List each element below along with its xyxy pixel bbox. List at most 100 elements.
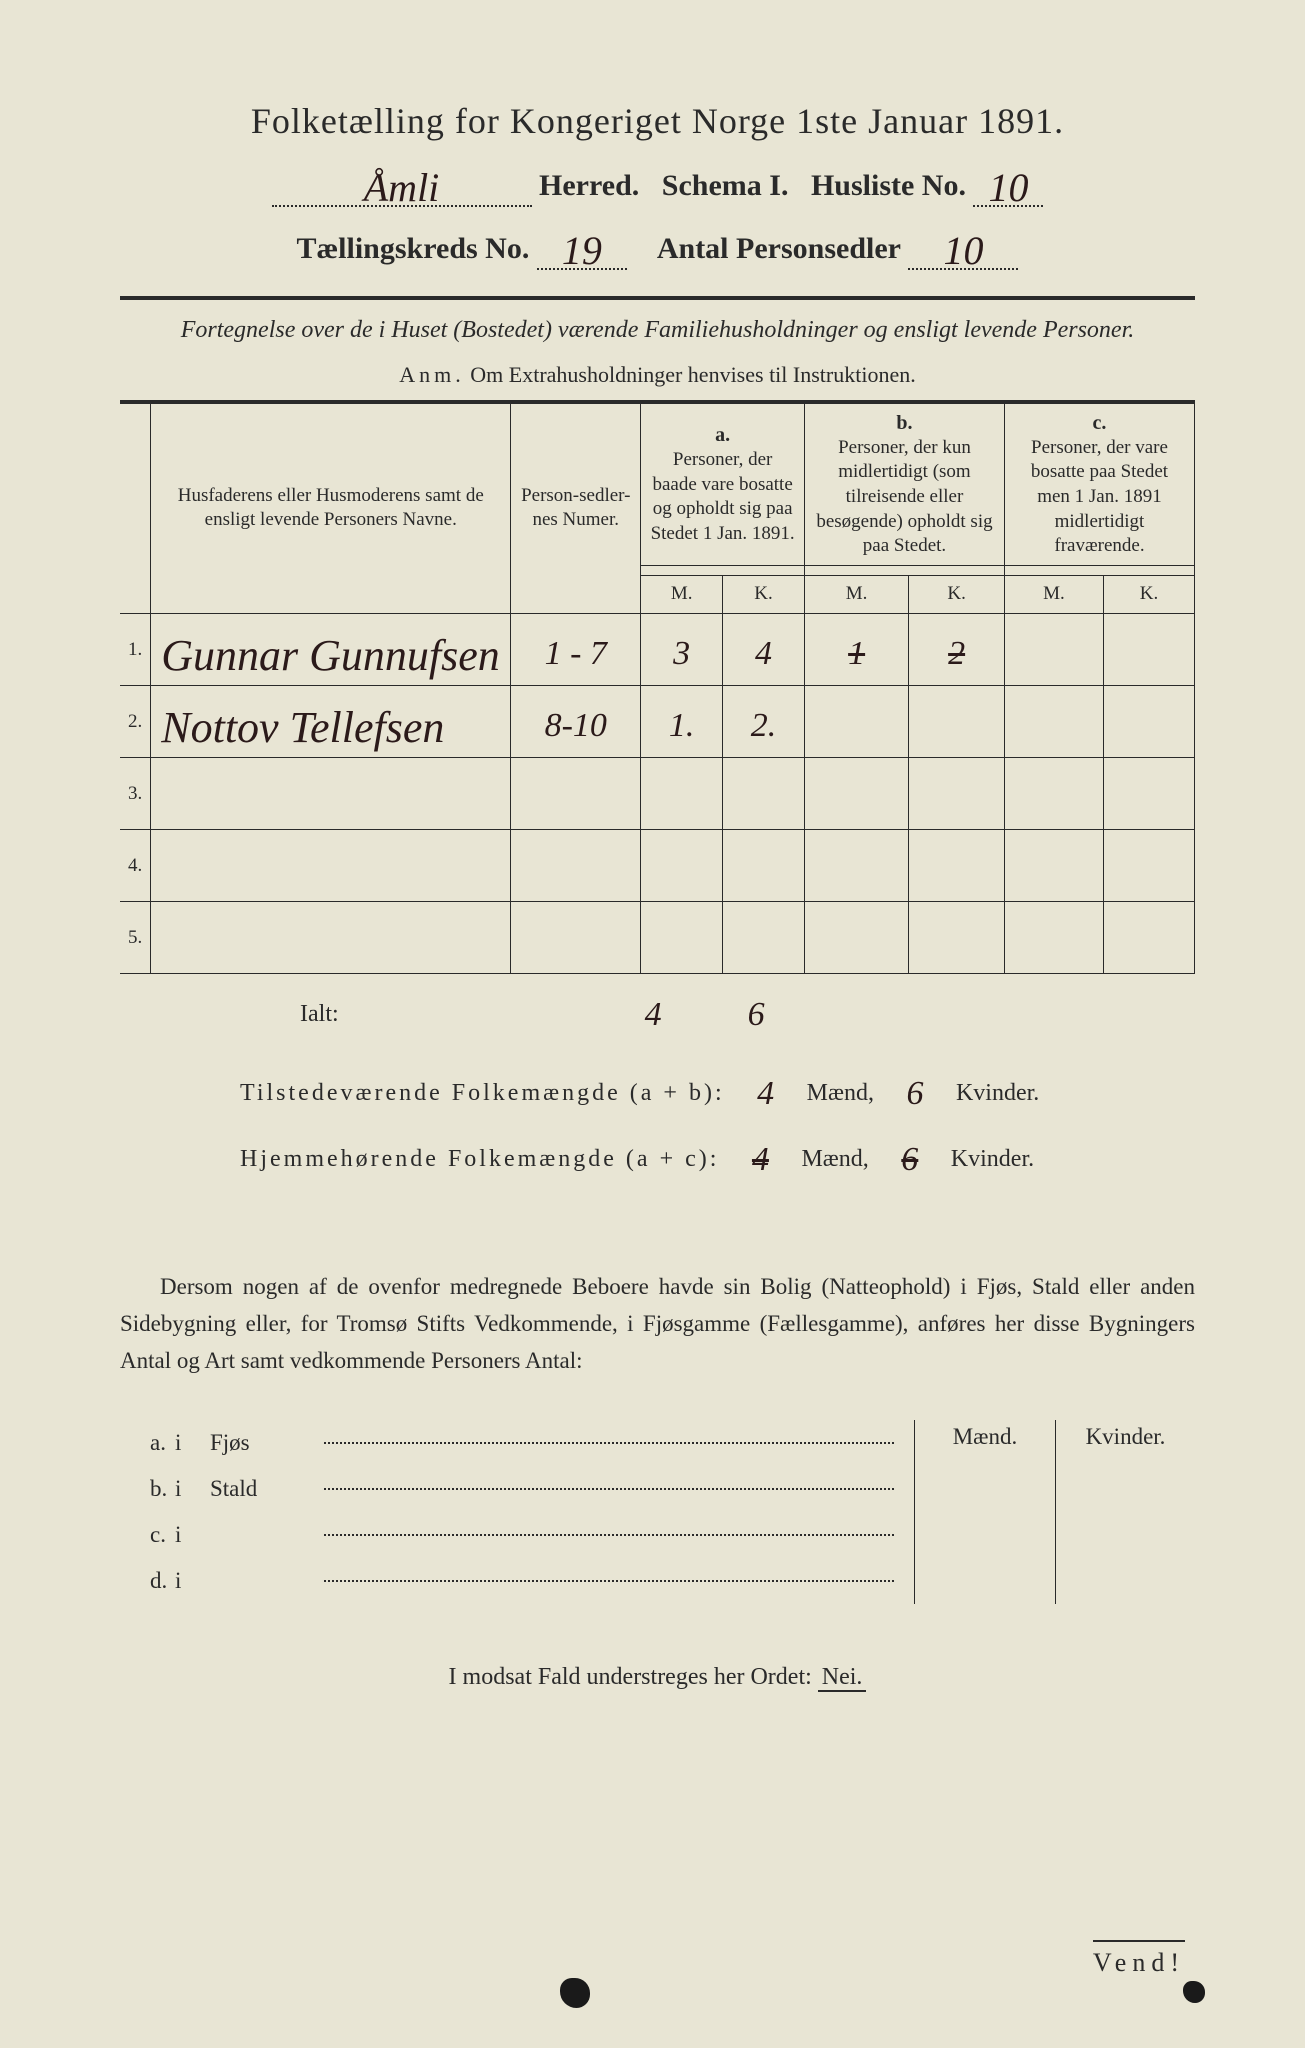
table-row: 1.Gunnar Gunnufsen1 - 73412 (120, 614, 1195, 686)
nei-line: I modsat Fald understreges her Ordet: Ne… (120, 1664, 1195, 1691)
a-m: M. (641, 576, 723, 614)
side-building-row: b.iStald (120, 1466, 894, 1512)
name-cell (151, 758, 511, 830)
antal-value: 10 (943, 228, 983, 273)
table-header-row-1: Husfaderens eller Husmoderens samt de en… (120, 402, 1195, 566)
form-header: Folketælling for Kongeriget Norge 1ste J… (120, 100, 1195, 270)
anm-note: Anm. Om Extrahusholdninger henvises til … (120, 362, 1195, 388)
herred-label: Herred. (539, 169, 639, 202)
personsedler-num: 1 - 7 (511, 614, 641, 686)
nei-text: I modsat Fald understreges her Ordet: (449, 1664, 812, 1690)
c-m-cell (1004, 830, 1103, 902)
side-building-row: d.i (120, 1558, 894, 1604)
col-c-header: c. Personer, der vare bosatte paa Stedet… (1004, 402, 1194, 566)
vend-label: Vend! (1093, 1940, 1185, 1978)
row-number: 5. (120, 902, 151, 974)
ialt-am: 4 (645, 996, 662, 1033)
kreds-label: Tællingskreds No. (297, 232, 530, 265)
page-title: Folketælling for Kongeriget Norge 1ste J… (120, 100, 1195, 142)
name-cell (151, 902, 511, 974)
sb-dots (324, 1488, 894, 1490)
sb-dots (324, 1534, 894, 1536)
t2-k: 6 (901, 1141, 918, 1178)
household-table: Husfaderens eller Husmoderens samt de en… (120, 400, 1195, 974)
sb-dots (324, 1580, 894, 1582)
col-a-header: a. Personer, der baade vare bosatte og o… (641, 402, 805, 566)
nei-word: Nei. (818, 1664, 867, 1692)
name-cell: Nottov Tellefsen (151, 686, 511, 758)
col-name-header: Husfaderens eller Husmoderens samt de en… (151, 402, 511, 614)
c-m-cell (1004, 902, 1103, 974)
b-text: Personer, der kun midlertidigt (som tilr… (813, 436, 996, 559)
a-m-cell: 3 (641, 614, 723, 686)
c-label: c. (1013, 410, 1186, 436)
b-m-cell (804, 758, 908, 830)
b-k-cell: 2 (909, 614, 1005, 686)
sb-name: Stald (210, 1466, 320, 1512)
a-text: Personer, der baade vare bosatte og opho… (649, 448, 796, 547)
a-k-cell (723, 758, 805, 830)
t2-label: Hjemmehørende Folkemængde (a + c): (240, 1146, 719, 1172)
side-building-cols: Mænd. Kvinder. (914, 1420, 1195, 1604)
totals-block: Tilstedeværende Folkemængde (a + b): 4 M… (120, 1058, 1195, 1189)
row-number: 1. (120, 614, 151, 686)
header-line-2: Åmli Herred. Schema I. Husliste No. 10 (120, 158, 1195, 207)
b-m-cell (804, 686, 908, 758)
table-row: 2.Nottov Tellefsen8-101.2. (120, 686, 1195, 758)
t1-kvinder: Kvinder. (956, 1080, 1039, 1106)
anm-lead: Anm. (399, 362, 465, 387)
c-k-cell (1104, 830, 1195, 902)
col-name-text: Husfaderens eller Husmoderens samt de en… (178, 485, 484, 531)
sb-i: i (175, 1466, 210, 1512)
t1-m: 4 (757, 1075, 774, 1112)
ink-blot (1183, 1981, 1205, 2003)
sb-letter: b. (120, 1466, 175, 1512)
sb-letter: a. (120, 1420, 175, 1466)
a-m-cell (641, 902, 723, 974)
c-k-cell (1104, 614, 1195, 686)
b-m-cell (804, 902, 908, 974)
totals-line-1: Tilstedeværende Folkemængde (a + b): 4 M… (240, 1058, 1195, 1124)
a-k-cell (723, 902, 805, 974)
c-m-cell (1004, 614, 1103, 686)
col-num-header: Person-sedler-nes Numer. (511, 402, 641, 614)
sb-i: i (175, 1512, 210, 1558)
ialt-row: Ialt: 4 6 (120, 992, 1195, 1030)
c-k-cell (1104, 902, 1195, 974)
totals-line-2: Hjemmehørende Folkemængde (a + c): 4 Mæn… (240, 1124, 1195, 1190)
ialt-ak: 6 (748, 996, 765, 1033)
row-number: 2. (120, 686, 151, 758)
a-m-cell (641, 830, 723, 902)
row-number: 4. (120, 830, 151, 902)
side-building-block: a.iFjøsb.iStaldc.id.i Mænd. Kvinder. (120, 1420, 1195, 1604)
personsedler-num (511, 902, 641, 974)
b-k-cell (909, 686, 1005, 758)
c-k: K. (1104, 576, 1195, 614)
b-m-cell (804, 830, 908, 902)
herred-value: Åmli (364, 165, 440, 210)
sb-name: Fjøs (210, 1420, 320, 1466)
sb-letter: d. (120, 1558, 175, 1604)
personsedler-num (511, 830, 641, 902)
b-m: M. (804, 576, 908, 614)
c-k-cell (1104, 686, 1195, 758)
form-subtitle: Fortegnelse over de i Huset (Bostedet) v… (120, 314, 1195, 348)
census-form-page: Folketælling for Kongeriget Norge 1ste J… (0, 0, 1305, 2048)
husliste-label: Husliste No. (811, 169, 966, 202)
husliste-field: 10 (973, 158, 1043, 207)
t2-m: 4 (752, 1141, 769, 1178)
a-k-cell: 2. (723, 686, 805, 758)
a-m-cell (641, 758, 723, 830)
personsedler-num (511, 758, 641, 830)
a-k-cell (723, 830, 805, 902)
table-row: 4. (120, 830, 1195, 902)
header-line-3: Tællingskreds No. 19 Antal Personsedler … (120, 221, 1195, 270)
sb-i: i (175, 1420, 210, 1466)
t2-maend: Mænd, (801, 1146, 868, 1172)
sb-dots (324, 1442, 894, 1444)
side-building-row: a.iFjøs (120, 1420, 894, 1466)
side-building-paragraph: Dersom nogen af de ovenfor medregnede Be… (120, 1269, 1195, 1379)
a-label: a. (649, 422, 796, 448)
table-row: 3. (120, 758, 1195, 830)
t1-label: Tilstedeværende Folkemængde (a + b): (240, 1080, 725, 1106)
